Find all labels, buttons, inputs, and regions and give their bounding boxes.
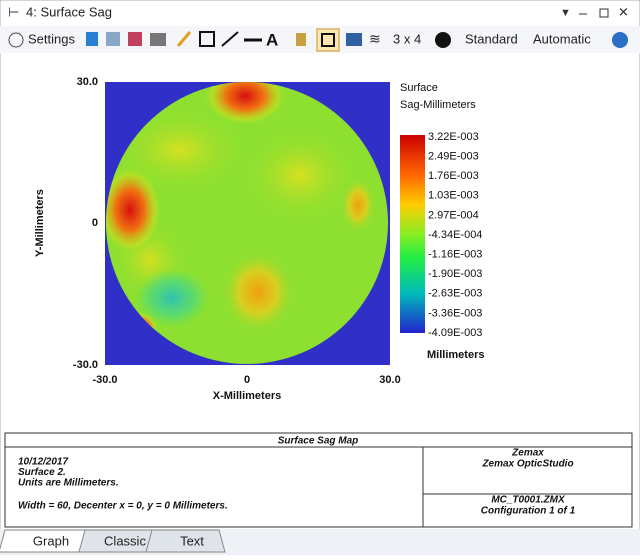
info-line: Units are Millimeters.	[18, 478, 119, 489]
y-tick-label: 0	[92, 217, 98, 229]
layout-button[interactable]: 3 x 4	[393, 31, 421, 46]
tab-label[interactable]: Classic	[104, 533, 146, 548]
info-box	[4, 432, 633, 528]
fit-icon	[321, 33, 335, 47]
close[interactable]: ✕	[618, 4, 629, 19]
save[interactable]	[128, 32, 142, 46]
legend-label: -4.34E-004	[428, 229, 482, 241]
arrow-tool[interactable]	[221, 31, 239, 47]
scale-dropdown[interactable]: Automatic	[533, 31, 591, 46]
info-line: Surface 2.	[18, 467, 66, 478]
legend-label: -2.63E-003	[428, 288, 482, 300]
info-company: Zemax	[511, 448, 544, 459]
tab-label[interactable]: Text	[180, 533, 204, 548]
legend-title: Sag-Millimeters	[400, 99, 476, 111]
info-config: Configuration 1 of 1	[481, 506, 576, 517]
legend-label: 3.22E-003	[428, 131, 479, 143]
print[interactable]	[150, 33, 166, 46]
text-tool[interactable]: A	[266, 30, 278, 49]
info-title: Surface Sag Map	[278, 436, 359, 447]
window-title: 4: Surface Sag	[26, 4, 112, 19]
y-tick-label: 30.0	[77, 76, 98, 88]
color-bar	[400, 135, 425, 333]
help[interactable]	[612, 32, 628, 48]
window-icon[interactable]	[346, 33, 362, 46]
tab-label[interactable]: Graph	[33, 533, 69, 548]
copy[interactable]	[106, 32, 120, 46]
sag-map	[106, 82, 388, 364]
x-tick-label: -30.0	[92, 374, 117, 386]
legend-label: 1.03E-003	[428, 190, 479, 202]
settings-button[interactable]: Settings	[28, 31, 75, 46]
legend-label: -3.36E-003	[428, 307, 482, 319]
menu-button[interactable]: ▼	[560, 7, 571, 19]
refresh[interactable]	[86, 32, 98, 46]
legend-title: Surface	[400, 82, 438, 94]
tab[interactable]	[145, 529, 226, 553]
info-product: Zemax OpticStudio	[481, 459, 573, 470]
lock[interactable]	[296, 33, 306, 46]
y-axis-label: Y-Millimeters	[34, 189, 46, 257]
rotate[interactable]	[435, 32, 451, 48]
legend-label: -1.16E-003	[428, 249, 482, 261]
legend-label: -4.09E-003	[428, 327, 482, 339]
pencil[interactable]	[176, 31, 192, 47]
rectangle-tool[interactable]	[199, 31, 215, 47]
x-tick-label: 0	[244, 374, 250, 386]
fit-toggle[interactable]	[316, 28, 340, 52]
info-settings: Width = 60, Decenter x = 0, y = 0 Millim…	[18, 501, 228, 512]
legend-label: 2.97E-004	[428, 209, 479, 221]
style-dropdown[interactable]: Standard	[465, 31, 518, 46]
app-icon: ⊢	[8, 4, 19, 19]
settings-icon[interactable]	[8, 32, 24, 48]
maximize[interactable]	[599, 8, 609, 18]
layers[interactable]: ≋	[369, 31, 381, 47]
info-file: MC_T0001.ZMX	[491, 495, 566, 506]
legend-label: -1.90E-003	[428, 268, 482, 280]
x-axis-label: X-Millimeters	[213, 390, 281, 402]
legend-label: 2.49E-003	[428, 151, 479, 163]
y-tick-label: -30.0	[73, 359, 98, 371]
info-line: 10/12/2017	[18, 457, 68, 468]
x-tick-label: 30.0	[379, 374, 400, 386]
legend-label: 1.76E-003	[428, 170, 479, 182]
legend-units: Millimeters	[427, 349, 484, 361]
